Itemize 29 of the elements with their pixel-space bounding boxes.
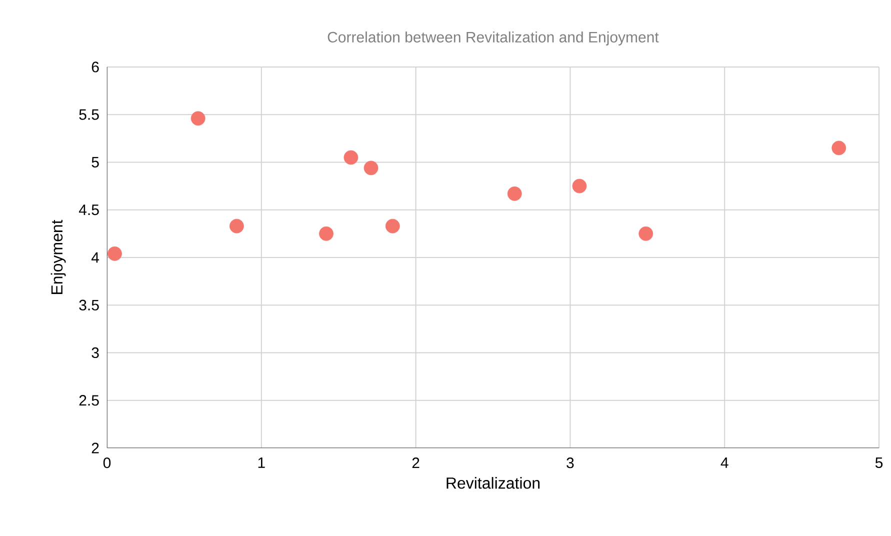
x-tick-label: 2 bbox=[412, 458, 420, 468]
y-tick-label: 2.5 bbox=[79, 395, 99, 406]
y-tick-label: 3 bbox=[92, 347, 99, 358]
x-tick-label: 3 bbox=[566, 458, 574, 468]
y-axis-title: Enjoyment bbox=[50, 220, 66, 294]
x-tick-label: 4 bbox=[720, 458, 728, 468]
point bbox=[108, 246, 122, 261]
x-tick-label: 1 bbox=[258, 458, 265, 468]
y-tick-label: 3.5 bbox=[79, 300, 99, 310]
point bbox=[385, 218, 400, 234]
point bbox=[572, 178, 587, 194]
x-tick-label: 0 bbox=[103, 458, 111, 468]
y-tick-label: 6 bbox=[92, 62, 99, 72]
x-axis-title: Revitalization bbox=[446, 477, 540, 489]
point bbox=[832, 140, 846, 156]
y-tick-label: 5 bbox=[92, 157, 99, 168]
point bbox=[190, 111, 206, 126]
point bbox=[319, 226, 334, 241]
point bbox=[344, 150, 358, 165]
x-tick-label: 5 bbox=[875, 458, 883, 468]
chart-title: Correlation between Revitalization and Enjoyment bbox=[328, 31, 659, 46]
y-tick-label: 4 bbox=[91, 252, 100, 263]
y-tick-label: 2 bbox=[92, 442, 99, 454]
point bbox=[638, 226, 654, 241]
point bbox=[507, 186, 522, 201]
point bbox=[230, 218, 244, 234]
point bbox=[364, 160, 378, 176]
y-tick-label: 5.5 bbox=[79, 109, 99, 120]
y-tick-label: 4.5 bbox=[78, 204, 99, 216]
